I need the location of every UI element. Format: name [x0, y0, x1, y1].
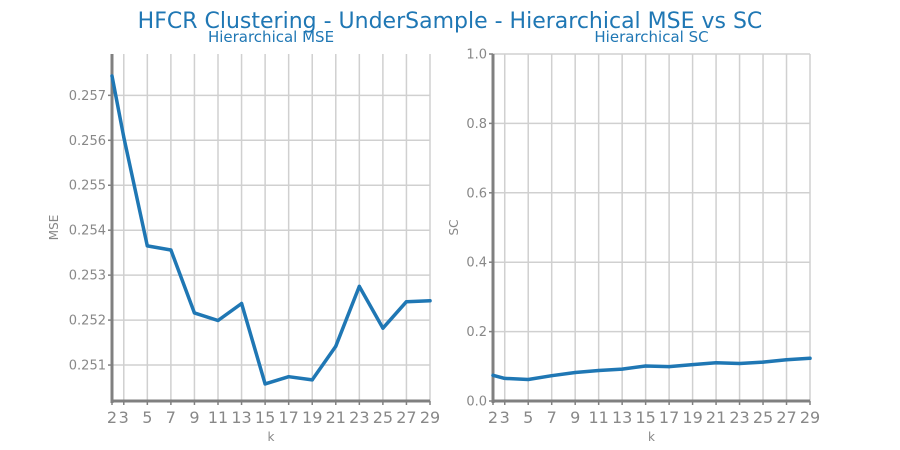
data-point [310, 378, 314, 382]
y-tick-label: 1.0 [466, 48, 487, 63]
x-tick-label: 11 [208, 408, 228, 427]
data-point [808, 356, 812, 360]
data-point [714, 361, 718, 365]
subplot-title: Hierarchical MSE [208, 28, 334, 46]
data-point [784, 358, 789, 362]
data-point [334, 344, 338, 348]
x-tick-label: 19 [302, 408, 322, 427]
figure-title: HFCR Clustering - UnderSample - Hierarch… [138, 9, 763, 34]
y-tick-label: 0.2 [466, 325, 487, 340]
chart-panel-mse: Hierarchical MSE 0.251 0.252 0.253 0.254 0.25… [47, 28, 440, 444]
y-tick-label: 0.0 [466, 395, 487, 410]
y-tick-label: 0.256 [69, 134, 106, 149]
x-tick-label: 13 [612, 408, 632, 427]
data-point [404, 300, 409, 304]
x-tick-label: 25 [753, 408, 773, 427]
subplot-title: Hierarchical SC [594, 28, 708, 46]
y-tick-label: 0.6 [466, 186, 487, 201]
data-point [145, 244, 149, 248]
y-tick-label: 0.4 [466, 256, 487, 271]
data-point [169, 248, 173, 252]
x-tick-label: 15 [255, 408, 275, 427]
data-point [428, 299, 432, 303]
data-point [644, 364, 648, 368]
y-axis-label: MSE [47, 215, 61, 241]
data-point [110, 74, 114, 78]
data-point [667, 365, 671, 369]
data-point [263, 382, 267, 386]
data-point [761, 360, 765, 364]
y-tick-label: 0.255 [69, 179, 106, 194]
y-axis-label: SC [447, 220, 461, 236]
data-point [357, 284, 361, 288]
y-tick-label: 0.257 [69, 89, 106, 104]
x-tick-label: 21 [706, 408, 726, 427]
x-tick-label: 3 [500, 408, 510, 427]
x-tick-label: 11 [588, 408, 608, 427]
x-tick-label: 27 [776, 408, 796, 427]
x-axis-label: k [268, 430, 275, 444]
x-tick-label: 7 [166, 408, 176, 427]
data-point [550, 374, 554, 378]
x-tick-label: 17 [278, 408, 298, 427]
x-tick-label: 25 [373, 408, 393, 427]
data-point [192, 311, 197, 315]
data-point [216, 318, 220, 323]
x-tick-label: 23 [729, 408, 749, 427]
x-tick-label: 27 [396, 408, 416, 427]
x-tick-label: 29 [800, 408, 820, 427]
y-tick-label: 0.252 [69, 314, 106, 329]
data-point [737, 361, 742, 366]
data-point [620, 367, 624, 371]
x-axis-label: k [648, 430, 655, 444]
x-tick-label: 23 [349, 408, 369, 427]
y-tick-label: 0.253 [69, 269, 106, 284]
data-point [690, 362, 695, 367]
y-tick-label: 0.8 [466, 117, 487, 132]
x-tick-label: 15 [635, 408, 655, 427]
x-tick-label: 13 [231, 408, 251, 427]
x-tick-label: 2 [107, 408, 117, 427]
y-tick-label: 0.254 [69, 224, 106, 239]
x-tick-label: 5 [523, 408, 533, 427]
data-point [239, 301, 244, 306]
data-point [122, 135, 126, 139]
x-tick-label: 9 [570, 408, 580, 427]
x-tick-label: 21 [326, 408, 346, 427]
x-tick-label: 3 [119, 408, 129, 427]
data-point [526, 377, 530, 382]
data-point [573, 370, 577, 375]
data-point [503, 376, 507, 381]
data-point [287, 375, 291, 379]
x-tick-label: 7 [547, 408, 557, 427]
x-tick-label: 5 [142, 408, 152, 427]
chart-panel-sc: Hierarchical SC0.00.20.40.60.81.02 3 5 7 9 11… [447, 28, 820, 444]
x-tick-label: 29 [420, 408, 440, 427]
x-tick-label: 9 [189, 408, 199, 427]
y-tick-label: 0.251 [69, 359, 106, 374]
data-point [381, 326, 385, 330]
data-point [491, 373, 495, 377]
x-tick-label: 2 [488, 408, 498, 427]
x-tick-label: 19 [682, 408, 702, 427]
data-point [597, 368, 601, 373]
x-tick-label: 17 [659, 408, 679, 427]
